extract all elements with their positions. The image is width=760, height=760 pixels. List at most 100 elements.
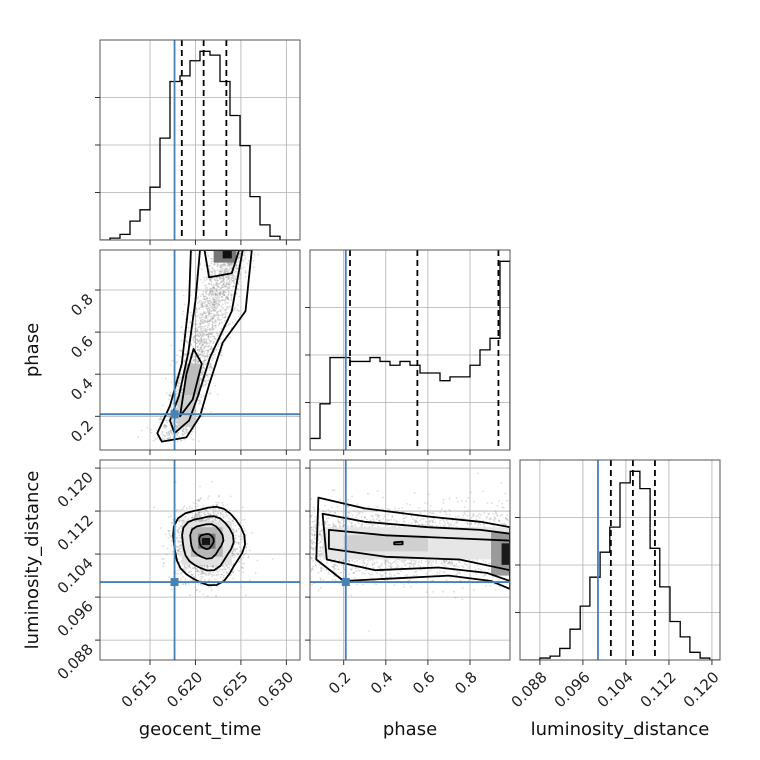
sample-point xyxy=(217,289,220,292)
sample-point xyxy=(500,522,503,525)
panel-joint-phase-luminosity_distance xyxy=(309,459,511,661)
sample-point xyxy=(199,326,202,329)
sample-point xyxy=(204,290,207,293)
sample-point xyxy=(200,339,203,342)
sample-point xyxy=(167,537,170,539)
sample-point xyxy=(204,300,207,302)
sample-point xyxy=(207,264,210,267)
sample-point xyxy=(351,566,354,568)
sample-point xyxy=(199,313,202,316)
sample-point xyxy=(201,339,203,342)
sample-point xyxy=(180,326,183,328)
sample-point xyxy=(228,269,231,272)
sample-point xyxy=(212,571,214,574)
sample-point xyxy=(218,315,220,317)
sample-point xyxy=(219,272,222,275)
sample-point xyxy=(196,348,199,351)
sample-point xyxy=(240,246,242,248)
sample-point xyxy=(210,271,213,273)
sample-point xyxy=(196,339,199,342)
sample-point xyxy=(235,270,238,273)
sample-point xyxy=(215,284,218,286)
sample-point xyxy=(201,348,203,351)
sample-point xyxy=(189,566,192,569)
sample-point xyxy=(194,341,197,343)
sample-point xyxy=(179,550,182,553)
sample-point xyxy=(197,513,200,516)
sample-point xyxy=(228,291,230,293)
sample-point xyxy=(200,572,203,574)
sample-point xyxy=(211,517,214,519)
sample-point xyxy=(205,291,207,294)
sample-point xyxy=(180,517,183,519)
sample-point xyxy=(225,283,228,286)
sample-point xyxy=(183,352,186,355)
sample-point xyxy=(177,382,180,385)
sample-point xyxy=(199,295,202,297)
marks xyxy=(100,460,300,660)
sample-point xyxy=(319,578,322,581)
sample-point xyxy=(209,367,212,369)
sample-point xyxy=(215,283,218,286)
sample-point xyxy=(169,429,172,431)
sample-point xyxy=(231,276,233,279)
sample-point xyxy=(238,535,240,538)
sample-point xyxy=(227,274,230,277)
sample-point xyxy=(178,568,181,571)
sample-point xyxy=(197,352,200,355)
sample-point xyxy=(212,293,215,296)
sample-point xyxy=(221,573,223,576)
sample-point xyxy=(137,436,139,438)
sample-point xyxy=(236,309,239,312)
sample-point xyxy=(454,516,457,518)
sample-point xyxy=(190,344,193,346)
sample-point xyxy=(200,306,202,309)
sample-point xyxy=(208,270,211,273)
sample-point xyxy=(200,575,203,578)
sample-point xyxy=(215,514,218,517)
sample-point xyxy=(237,256,240,259)
sample-point xyxy=(203,321,206,324)
sample-point xyxy=(212,317,214,320)
sample-point xyxy=(234,549,237,552)
sample-point xyxy=(363,525,366,528)
sample-point xyxy=(199,353,202,355)
sample-point xyxy=(165,377,168,380)
sample-point xyxy=(202,593,205,596)
sample-point xyxy=(197,326,200,328)
sample-point xyxy=(224,298,227,301)
sample-point xyxy=(319,546,322,549)
sample-point xyxy=(225,297,228,300)
sample-point xyxy=(310,526,313,529)
sample-point xyxy=(213,301,216,304)
sample-point xyxy=(223,263,225,265)
sample-point xyxy=(213,315,215,318)
sample-point xyxy=(170,408,173,411)
sample-point xyxy=(182,433,185,436)
sample-point xyxy=(256,559,259,562)
sample-point xyxy=(205,338,208,341)
sample-point xyxy=(204,564,206,567)
sample-point xyxy=(224,291,226,294)
sample-point xyxy=(166,421,169,424)
sample-point xyxy=(223,294,226,297)
sample-point xyxy=(232,245,234,247)
sample-point xyxy=(240,285,243,288)
sample-point xyxy=(196,567,199,570)
sample-point xyxy=(238,569,240,572)
sample-point xyxy=(239,288,242,291)
sample-point xyxy=(200,370,203,373)
sample-point xyxy=(238,242,240,244)
sample-point xyxy=(223,285,226,288)
sample-point xyxy=(200,519,202,522)
sample-point xyxy=(238,542,240,544)
sample-point xyxy=(228,286,230,289)
sample-point xyxy=(201,303,204,306)
sample-point xyxy=(234,307,237,309)
sample-point xyxy=(242,243,244,245)
sample-point xyxy=(224,302,227,305)
sample-point xyxy=(223,284,226,286)
sample-point xyxy=(231,264,233,266)
sample-point xyxy=(244,244,246,246)
sample-point xyxy=(235,268,238,271)
